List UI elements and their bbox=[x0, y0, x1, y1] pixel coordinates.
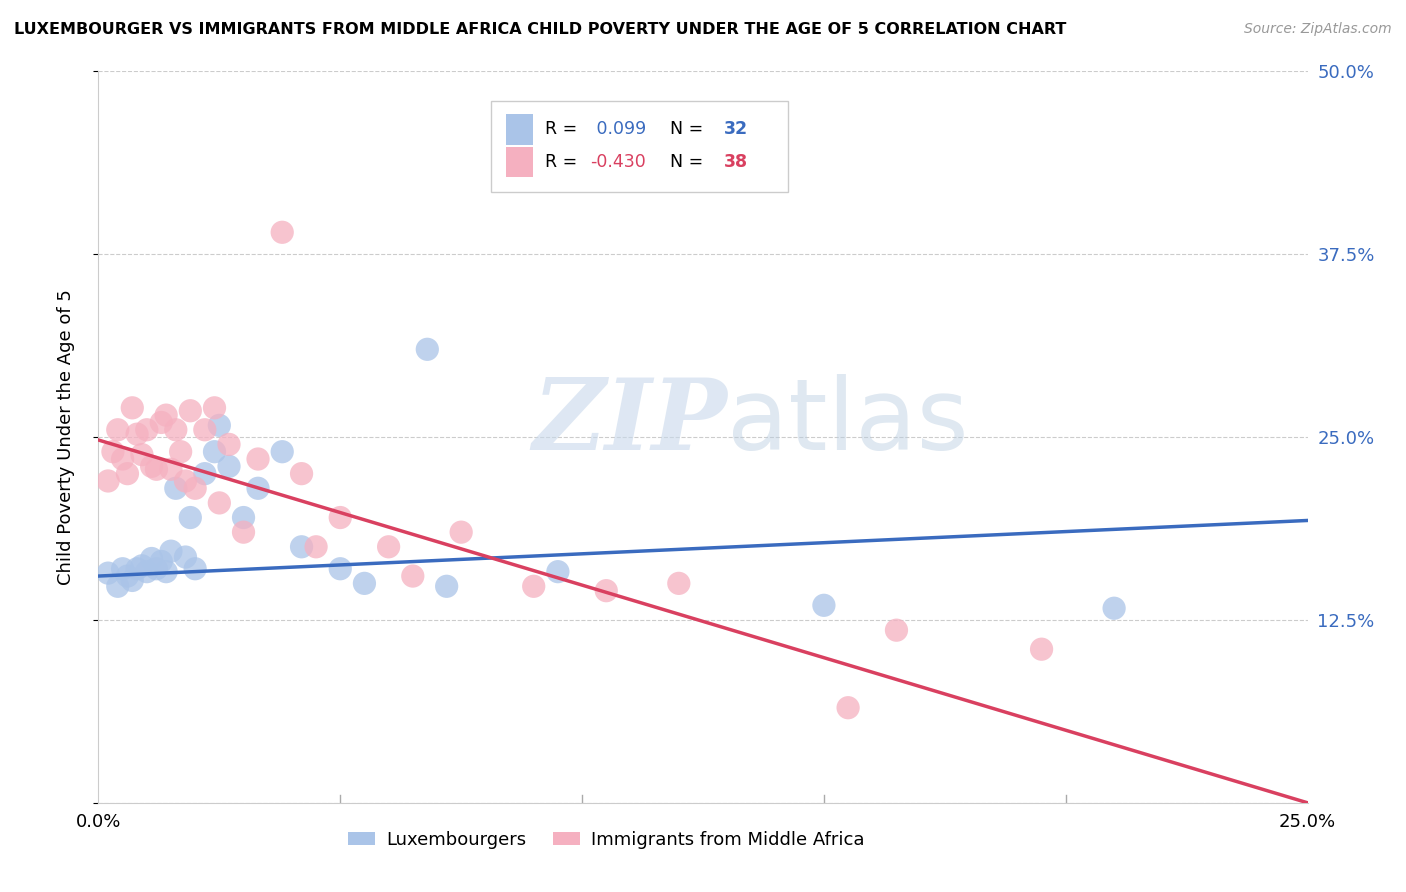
Point bbox=[271, 444, 294, 458]
Point bbox=[329, 510, 352, 524]
FancyBboxPatch shape bbox=[506, 114, 533, 145]
Point bbox=[1031, 642, 1053, 657]
Point bbox=[174, 474, 197, 488]
Point bbox=[271, 225, 294, 239]
Text: 32: 32 bbox=[724, 120, 748, 138]
Point bbox=[101, 444, 124, 458]
Point bbox=[135, 423, 157, 437]
Point bbox=[165, 423, 187, 437]
Point bbox=[416, 343, 439, 357]
Text: R =: R = bbox=[544, 120, 582, 138]
Point bbox=[329, 562, 352, 576]
Point bbox=[150, 554, 173, 568]
Point bbox=[111, 562, 134, 576]
Point bbox=[107, 579, 129, 593]
Point bbox=[155, 408, 177, 422]
Point bbox=[523, 579, 546, 593]
FancyBboxPatch shape bbox=[506, 146, 533, 178]
Point bbox=[232, 525, 254, 540]
Point bbox=[290, 467, 312, 481]
Text: Source: ZipAtlas.com: Source: ZipAtlas.com bbox=[1244, 22, 1392, 37]
Text: ZIP: ZIP bbox=[533, 375, 727, 471]
Point bbox=[145, 562, 167, 576]
Point bbox=[194, 467, 217, 481]
Point bbox=[135, 565, 157, 579]
Point bbox=[353, 576, 375, 591]
Point bbox=[165, 481, 187, 495]
Text: N =: N = bbox=[659, 120, 709, 138]
Point bbox=[1102, 601, 1125, 615]
Point bbox=[150, 416, 173, 430]
Point bbox=[160, 462, 183, 476]
Point bbox=[402, 569, 425, 583]
Point bbox=[547, 565, 569, 579]
Point bbox=[813, 599, 835, 613]
Text: N =: N = bbox=[659, 153, 709, 171]
Point bbox=[218, 459, 240, 474]
Point bbox=[97, 474, 120, 488]
Point bbox=[436, 579, 458, 593]
Point bbox=[377, 540, 399, 554]
Text: 0.099: 0.099 bbox=[591, 120, 645, 138]
Point bbox=[886, 623, 908, 637]
Point bbox=[97, 566, 120, 581]
Text: 38: 38 bbox=[724, 153, 748, 171]
Point bbox=[127, 427, 149, 442]
Point bbox=[450, 525, 472, 540]
Point bbox=[208, 496, 231, 510]
Point bbox=[204, 401, 226, 415]
Legend: Luxembourgers, Immigrants from Middle Africa: Luxembourgers, Immigrants from Middle Af… bbox=[340, 823, 872, 856]
Point bbox=[107, 423, 129, 437]
FancyBboxPatch shape bbox=[492, 101, 787, 192]
Text: atlas: atlas bbox=[727, 374, 969, 471]
Point bbox=[131, 558, 153, 573]
Point bbox=[111, 452, 134, 467]
Point bbox=[247, 481, 270, 495]
Point bbox=[121, 574, 143, 588]
Text: LUXEMBOURGER VS IMMIGRANTS FROM MIDDLE AFRICA CHILD POVERTY UNDER THE AGE OF 5 C: LUXEMBOURGER VS IMMIGRANTS FROM MIDDLE A… bbox=[14, 22, 1066, 37]
Point bbox=[179, 510, 201, 524]
Point bbox=[305, 540, 328, 554]
Point bbox=[218, 437, 240, 451]
Point bbox=[208, 418, 231, 433]
Text: R =: R = bbox=[544, 153, 582, 171]
Point bbox=[595, 583, 617, 598]
Point bbox=[160, 544, 183, 558]
Point bbox=[131, 448, 153, 462]
Point bbox=[247, 452, 270, 467]
Point bbox=[141, 459, 163, 474]
Point bbox=[232, 510, 254, 524]
Point bbox=[127, 562, 149, 576]
Point bbox=[184, 562, 207, 576]
Point bbox=[290, 540, 312, 554]
Point bbox=[145, 462, 167, 476]
Point bbox=[668, 576, 690, 591]
Point bbox=[117, 467, 139, 481]
Point bbox=[194, 423, 217, 437]
Point bbox=[117, 569, 139, 583]
Point bbox=[169, 444, 191, 458]
Point bbox=[184, 481, 207, 495]
Point bbox=[179, 403, 201, 417]
Point bbox=[204, 444, 226, 458]
Point bbox=[155, 565, 177, 579]
Point bbox=[121, 401, 143, 415]
Point bbox=[174, 549, 197, 564]
Text: -0.430: -0.430 bbox=[591, 153, 647, 171]
Point bbox=[141, 551, 163, 566]
Point bbox=[837, 700, 859, 714]
Y-axis label: Child Poverty Under the Age of 5: Child Poverty Under the Age of 5 bbox=[56, 289, 75, 585]
